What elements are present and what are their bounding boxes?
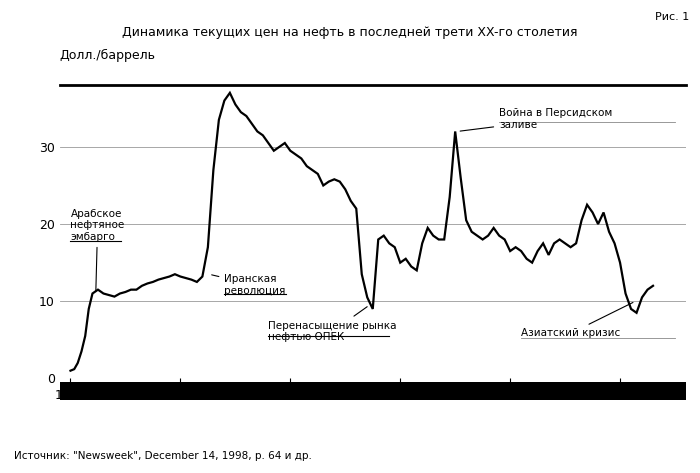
Text: Арабское
нефтяное
эмбарго: Арабское нефтяное эмбарго	[71, 209, 125, 291]
Text: Рис. 1: Рис. 1	[655, 12, 690, 22]
Text: Азиатский кризис: Азиатский кризис	[521, 302, 633, 338]
Text: Долл./баррель: Долл./баррель	[60, 49, 155, 61]
Text: Динамика текущих цен на нефть в последней трети XX-го столетия: Динамика текущих цен на нефть в последне…	[122, 26, 577, 39]
Text: Источник: "Newsweek", December 14, 1998, p. 64 и др.: Источник: "Newsweek", December 14, 1998,…	[14, 451, 312, 461]
Text: Перенасыщение рынка
нефтью ОПЕК: Перенасыщение рынка нефтью ОПЕК	[268, 307, 397, 342]
Text: Война в Персидском
заливе: Война в Персидском заливе	[460, 108, 612, 131]
Text: Иранская
революция: Иранская революция	[211, 274, 286, 296]
